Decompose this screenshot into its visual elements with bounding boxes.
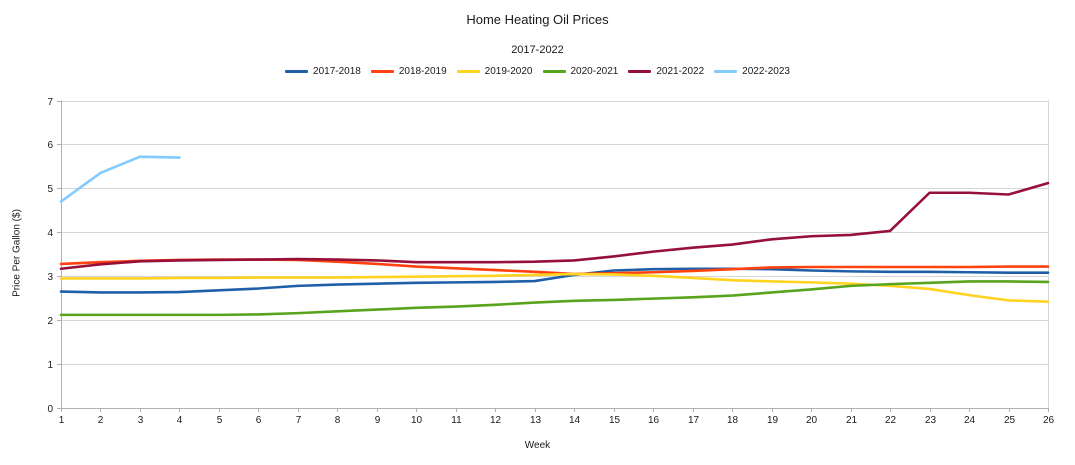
x-tick-label: 2 (98, 415, 104, 426)
y-tick-label: 1 (47, 360, 53, 371)
x-tick-label: 4 (177, 415, 183, 426)
y-tick-label: 2 (47, 316, 53, 327)
legend-swatch-icon (714, 70, 738, 73)
legend-label: 2018-2019 (398, 66, 447, 77)
x-tick-label: 7 (296, 415, 302, 426)
legend-label: 2017-2018 (313, 66, 361, 77)
y-tick-label: 4 (47, 228, 53, 239)
legend-item-2019-2020: 2019-2020 (456, 66, 533, 77)
x-tick-label: 12 (490, 415, 502, 426)
series-line-2022-2023 (59, 155, 181, 203)
x-tick-label: 16 (648, 415, 660, 426)
x-tick-label: 10 (411, 415, 423, 426)
x-tick-label: 20 (806, 415, 818, 426)
x-tick-label: 14 (569, 415, 581, 426)
x-tick-label: 21 (846, 415, 858, 426)
legend-item-2022-2023: 2022-2023 (714, 66, 790, 77)
x-tick-label: 26 (1043, 415, 1055, 426)
legend-swatch-icon (285, 70, 309, 73)
x-tick-label: 9 (375, 415, 381, 426)
series-line-2017-2018 (59, 267, 1050, 294)
x-tick-label: 17 (688, 415, 700, 426)
x-tick-label: 15 (609, 415, 621, 426)
chart-title: Home Heating Oil Prices (466, 12, 609, 27)
y-tick-label: 0 (47, 404, 53, 415)
legend-item-2020-2021: 2020-2021 (542, 66, 619, 77)
x-tick-label: 5 (217, 415, 223, 426)
series-line-2020-2021 (59, 280, 1050, 317)
y-tick-label: 5 (47, 184, 53, 195)
x-tick-label: 19 (767, 415, 779, 426)
x-axis-title: Week (524, 440, 551, 451)
legend-item-2018-2019: 2018-2019 (370, 66, 447, 77)
legend-item-2017-2018: 2017-2018 (285, 66, 361, 77)
legend-swatch-icon (628, 70, 652, 73)
legend-swatch-icon (456, 70, 480, 73)
x-tick-label: 24 (964, 415, 976, 426)
x-tick-label: 11 (451, 415, 462, 426)
legend-item-2021-2022: 2021-2022 (628, 66, 704, 77)
x-tick-label: 23 (925, 415, 937, 426)
x-tick-label: 6 (256, 415, 262, 426)
chart-legend: 2017-2018 2018-2019 2019-2020 2020-2021 2021… (0, 66, 1075, 77)
x-tick-label: 18 (727, 415, 739, 426)
legend-label: 2022-2023 (742, 66, 790, 77)
legend-label: 2019-2020 (484, 66, 533, 77)
x-tick-label: 8 (335, 415, 341, 426)
series-line-2021-2022 (59, 181, 1050, 271)
x-tick-label: 13 (530, 415, 542, 426)
y-tick-label: 6 (47, 140, 53, 151)
legend-swatch-icon (370, 70, 394, 73)
legend-label: 2020-2021 (570, 66, 619, 77)
y-tick-label: 7 (47, 97, 53, 108)
legend-label: 2021-2022 (656, 66, 705, 77)
y-tick-label: 3 (47, 272, 53, 283)
x-tick-label: 22 (885, 415, 897, 426)
legend-swatch-icon (542, 70, 566, 73)
x-tick-label: 3 (138, 415, 144, 426)
chart-subtitle: 2017-2022 (511, 44, 564, 56)
x-tick-label: 25 (1004, 415, 1016, 426)
x-tick-label: 1 (59, 415, 65, 426)
